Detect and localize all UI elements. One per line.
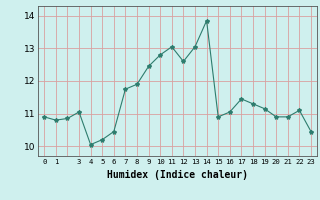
X-axis label: Humidex (Indice chaleur): Humidex (Indice chaleur) <box>107 170 248 180</box>
